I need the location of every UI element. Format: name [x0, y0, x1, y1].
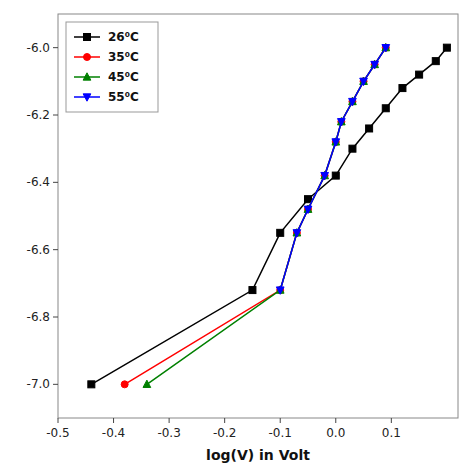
- point: [349, 98, 356, 105]
- point: [277, 287, 284, 294]
- chart: -0.5 -0.4 -0.3 -0.2 -0.1 0.0 0.1 -7.0 -6.8 -6.6 -6…: [0, 0, 474, 474]
- x-tick-label: -0.1: [269, 426, 292, 440]
- point: [305, 206, 312, 213]
- legend-marker: [84, 34, 91, 41]
- x-tick: [169, 418, 170, 423]
- point: [337, 119, 345, 126]
- y-tick-label: -6.2: [27, 108, 50, 122]
- plot-frame: [58, 14, 458, 418]
- point: [399, 85, 406, 92]
- series-line: [147, 48, 386, 385]
- point: [360, 78, 367, 85]
- point: [349, 98, 357, 105]
- point: [293, 229, 300, 236]
- point: [432, 58, 439, 65]
- point: [332, 138, 339, 145]
- point: [88, 381, 95, 388]
- y-tick-label: -6.4: [27, 175, 50, 189]
- y-tick: [53, 182, 58, 183]
- legend: 26⁰C 35⁰C 45⁰C 55⁰C: [66, 22, 158, 112]
- point: [293, 230, 301, 237]
- point: [304, 206, 312, 213]
- y-tick: [53, 115, 58, 116]
- x-tick-label: 0.1: [382, 426, 401, 440]
- y-tick-label: -6.8: [27, 310, 50, 324]
- x-tick-label: -0.3: [157, 426, 180, 440]
- y-tick-label: -6.0: [27, 41, 50, 55]
- point: [416, 71, 423, 78]
- point: [276, 287, 284, 294]
- point: [366, 125, 373, 132]
- x-tick: [335, 418, 336, 423]
- point: [121, 381, 128, 388]
- x-tick-label: 0.0: [326, 426, 345, 440]
- x-tick-label: -0.5: [46, 426, 69, 440]
- point: [382, 45, 390, 52]
- y-tick: [53, 47, 58, 48]
- x-tick: [224, 418, 225, 423]
- legend-marker: [83, 94, 91, 101]
- x-tick: [280, 418, 281, 423]
- series-line: [125, 48, 386, 385]
- point: [277, 229, 284, 236]
- x-tick: [113, 418, 114, 423]
- point: [360, 78, 368, 85]
- y-tick: [53, 317, 58, 318]
- legend-label: 35⁰C: [108, 50, 139, 64]
- x-tick-label: -0.4: [102, 426, 125, 440]
- y-tick: [53, 384, 58, 385]
- point: [321, 172, 329, 179]
- legend-marker: [83, 73, 91, 80]
- series: [276, 45, 389, 295]
- point: [338, 118, 345, 125]
- legend-marker: [84, 54, 91, 61]
- point: [305, 196, 312, 203]
- point: [371, 61, 379, 68]
- legend-label: 55⁰C: [108, 90, 139, 104]
- point: [249, 287, 256, 294]
- point: [332, 139, 340, 146]
- point: [382, 105, 389, 112]
- y-tick: [53, 249, 58, 250]
- series: [121, 44, 389, 388]
- y-tick-label: -7.0: [27, 377, 50, 391]
- legend-label: 45⁰C: [108, 70, 139, 84]
- legend-label: 26⁰C: [108, 30, 139, 44]
- x-tick: [58, 418, 59, 423]
- point: [443, 44, 450, 51]
- point: [349, 145, 356, 152]
- series: [143, 43, 390, 387]
- y-tick-label: -6.6: [27, 243, 50, 257]
- legend-box: [66, 22, 158, 112]
- series-line: [280, 48, 386, 290]
- point: [321, 172, 328, 179]
- point: [143, 380, 151, 387]
- x-tick: [391, 418, 392, 423]
- point: [332, 172, 339, 179]
- x-axis-label: log(V) in Volt: [206, 447, 310, 463]
- x-tick-label: -0.2: [213, 426, 236, 440]
